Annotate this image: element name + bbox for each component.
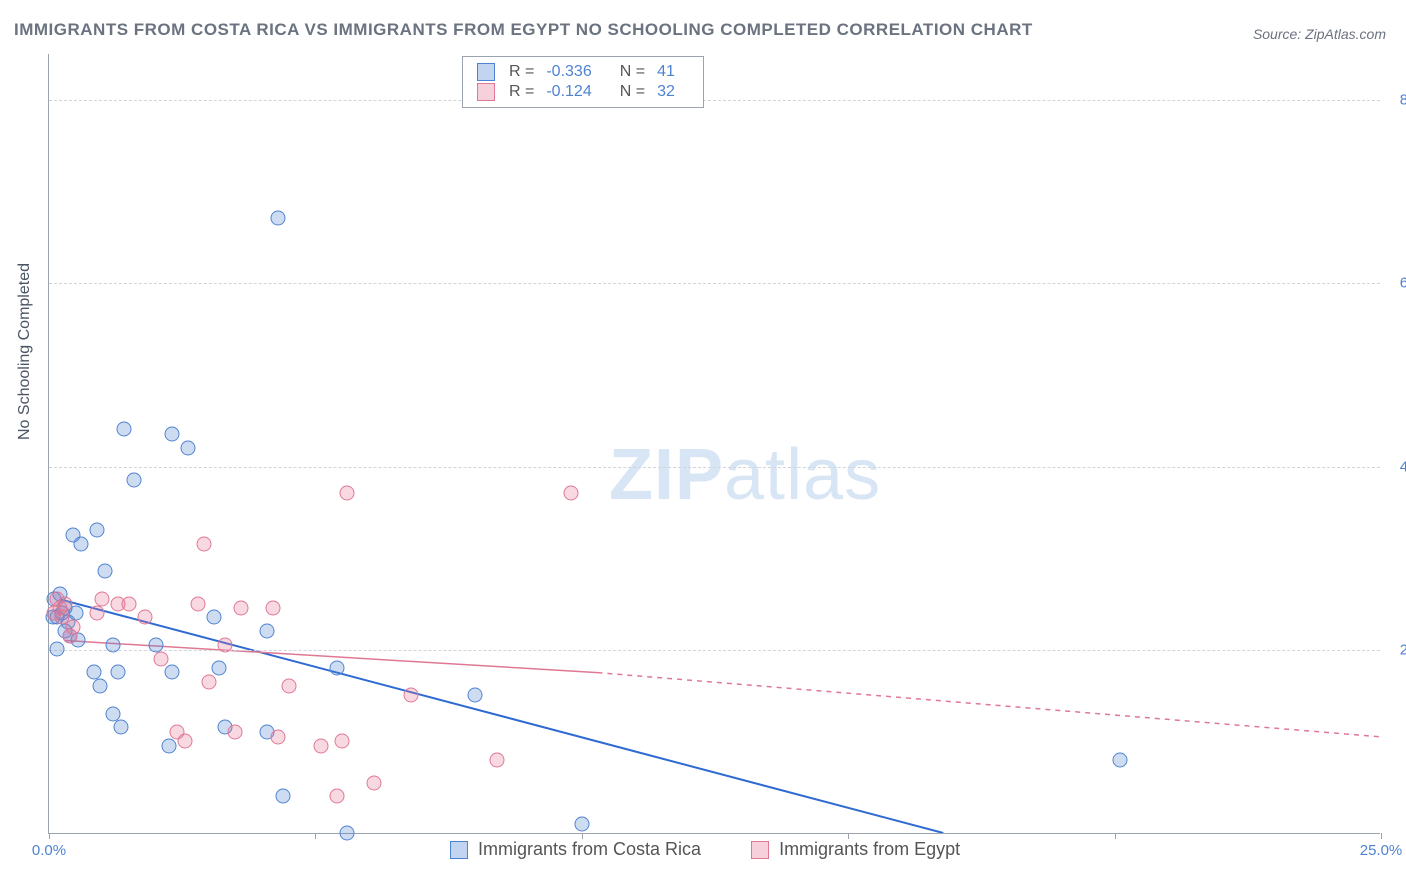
xtick-label: 25.0% — [1360, 842, 1403, 859]
scatter-point — [217, 637, 232, 652]
scatter-point — [276, 789, 291, 804]
source-attribution: Source: ZipAtlas.com — [1253, 26, 1386, 42]
scatter-point — [116, 422, 131, 437]
scatter-point — [489, 752, 504, 767]
scatter-point — [137, 610, 152, 625]
scatter-point — [89, 605, 104, 620]
n-value-costa-rica: 41 — [657, 63, 675, 81]
n-label: N = — [620, 83, 645, 101]
xtick-label: 0.0% — [32, 842, 66, 859]
scatter-point — [228, 725, 243, 740]
r-value-costa-rica: -0.336 — [546, 63, 591, 81]
scatter-point — [164, 665, 179, 680]
xtick — [1381, 833, 1382, 839]
legend-stats-box: R = -0.336 N = 41 R = -0.124 N = 32 — [462, 56, 704, 108]
scatter-point — [127, 472, 142, 487]
gridline — [49, 100, 1380, 101]
scatter-point — [161, 738, 176, 753]
scatter-point — [47, 605, 62, 620]
scatter-point — [574, 816, 589, 831]
swatch-blue-icon — [450, 841, 468, 859]
scatter-point — [89, 523, 104, 538]
scatter-point — [329, 660, 344, 675]
n-value-egypt: 32 — [657, 83, 675, 101]
swatch-pink-icon — [477, 83, 495, 101]
scatter-point — [105, 637, 120, 652]
ytick-label: 8.0% — [1400, 91, 1406, 108]
legend-stats-row-costa-rica: R = -0.336 N = 41 — [477, 63, 689, 81]
scatter-point — [265, 601, 280, 616]
scatter-point — [468, 688, 483, 703]
scatter-point — [191, 596, 206, 611]
scatter-point — [367, 775, 382, 790]
scatter-point — [329, 789, 344, 804]
scatter-point — [313, 738, 328, 753]
scatter-point — [111, 665, 126, 680]
chart-title: IMMIGRANTS FROM COSTA RICA VS IMMIGRANTS… — [14, 20, 1033, 40]
xtick — [1115, 833, 1116, 839]
xtick — [315, 833, 316, 839]
legend-label-egypt: Immigrants from Egypt — [779, 839, 960, 860]
gridline — [49, 467, 1380, 468]
source-label: Source: — [1253, 26, 1305, 42]
scatter-point — [95, 592, 110, 607]
swatch-pink-icon — [751, 841, 769, 859]
watermark: ZIPatlas — [609, 434, 881, 516]
swatch-blue-icon — [477, 63, 495, 81]
scatter-point — [207, 610, 222, 625]
scatter-point — [87, 665, 102, 680]
scatter-point — [271, 729, 286, 744]
legend-series-box: Immigrants from Costa Rica Immigrants fr… — [450, 839, 960, 860]
scatter-point — [148, 637, 163, 652]
y-axis-label: No Schooling Completed — [16, 263, 34, 440]
scatter-point — [49, 642, 64, 657]
r-label: R = — [509, 63, 534, 81]
scatter-point — [564, 486, 579, 501]
scatter-point — [281, 679, 296, 694]
scatter-point — [271, 211, 286, 226]
scatter-point — [113, 720, 128, 735]
source-value: ZipAtlas.com — [1305, 26, 1386, 42]
scatter-point — [340, 826, 355, 841]
scatter-point — [164, 426, 179, 441]
scatter-point — [180, 440, 195, 455]
n-label: N = — [620, 63, 645, 81]
scatter-point — [63, 628, 78, 643]
ytick-label: 4.0% — [1400, 458, 1406, 475]
scatter-point — [153, 651, 168, 666]
scatter-point — [92, 679, 107, 694]
scatter-point — [97, 564, 112, 579]
chart-plot-area: ZIPatlas 2.0%4.0%6.0%8.0%0.0%25.0% — [48, 54, 1380, 834]
scatter-point — [121, 596, 136, 611]
scatter-point — [177, 734, 192, 749]
ytick-label: 6.0% — [1400, 275, 1406, 292]
gridline — [49, 650, 1380, 651]
scatter-point — [212, 660, 227, 675]
legend-stats-row-egypt: R = -0.124 N = 32 — [477, 83, 689, 101]
watermark-atlas: atlas — [724, 435, 881, 515]
r-label: R = — [509, 83, 534, 101]
scatter-point — [196, 536, 211, 551]
scatter-point — [260, 624, 275, 639]
watermark-zip: ZIP — [609, 435, 724, 515]
r-value-egypt: -0.124 — [546, 83, 591, 101]
scatter-point — [340, 486, 355, 501]
ytick-label: 2.0% — [1400, 642, 1406, 659]
legend-label-costa-rica: Immigrants from Costa Rica — [478, 839, 701, 860]
scatter-point — [404, 688, 419, 703]
scatter-point — [201, 674, 216, 689]
scatter-point — [1112, 752, 1127, 767]
trend-lines — [49, 54, 1380, 833]
xtick — [49, 833, 50, 839]
scatter-point — [233, 601, 248, 616]
gridline — [49, 283, 1380, 284]
scatter-point — [73, 536, 88, 551]
scatter-point — [105, 706, 120, 721]
scatter-point — [335, 734, 350, 749]
